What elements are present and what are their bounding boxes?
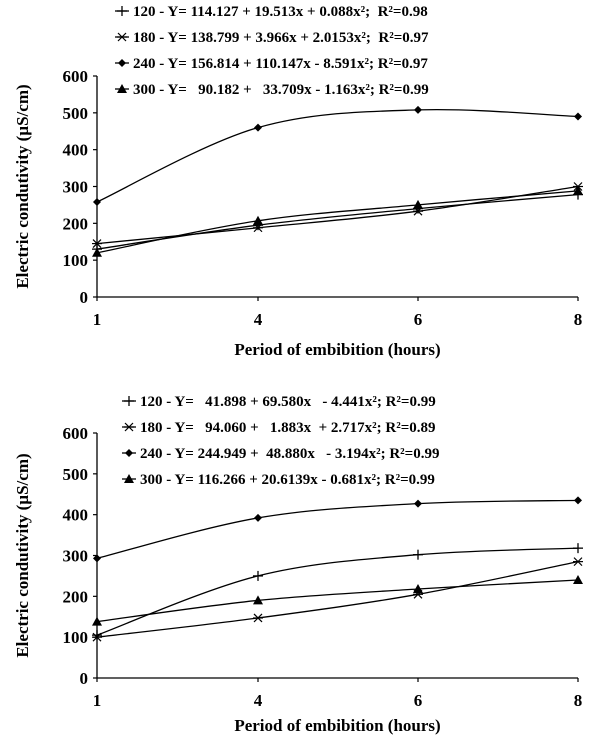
data-point-300 — [92, 247, 102, 257]
legend-marker-300 — [117, 84, 127, 93]
data-point-300 — [92, 616, 102, 626]
chart-panel-1: 0 100 200 300 400 500 600 1 4 6 8 Period of embibit… — [13, 4, 583, 359]
legend-label-240: 240 - Y= 156.814 + 110.147x - 8.591x²; R… — [133, 56, 428, 72]
data-point-240 — [414, 499, 422, 508]
y-tick-label: 500 — [63, 104, 89, 123]
data-point-180-d2 — [92, 239, 102, 249]
data-point-300 — [573, 185, 583, 195]
y-tick-label: 200 — [63, 587, 89, 606]
x-tick-label: 4 — [254, 310, 263, 329]
x-axis-label: Period of embibition (hours) — [234, 340, 440, 359]
y-tick-label: 500 — [63, 465, 89, 484]
data-point-240 — [574, 112, 582, 121]
data-point-300 — [573, 575, 583, 584]
x-tick-label: 1 — [93, 310, 102, 329]
x-axis-label: Period of embibition (hours) — [234, 716, 440, 735]
data-point-300 — [413, 199, 423, 209]
series-line-240 — [96, 108, 579, 203]
x-tick-label: 8 — [574, 310, 583, 329]
y-tick-label: 300 — [63, 547, 89, 566]
x-tick-label: 1 — [93, 691, 102, 710]
data-point-300 — [253, 215, 263, 225]
data-point-240 — [254, 513, 262, 522]
y-tick-label: 600 — [63, 67, 89, 86]
data-point-240 — [414, 105, 422, 114]
legend-label-240: 240 - Y= 244.949 + 48.880x - 3.194x²; R²… — [140, 446, 439, 462]
legend-label-300: 300 - Y= 90.182 + 33.709x - 1.163x²; R²=… — [133, 82, 429, 98]
legend-label-300: 300 - Y= 116.266 + 20.6139x - 0.681x²; R… — [140, 472, 435, 488]
series-line-180 — [96, 560, 579, 638]
x-tick-label: 6 — [414, 691, 423, 710]
legend-label-180: 180 - Y= 138.799 + 3.966x + 2.0153x²; R²… — [133, 30, 429, 46]
legend-marker-240 — [118, 59, 126, 67]
series-line-240 — [96, 499, 579, 559]
series-line-300 — [96, 579, 579, 623]
x-tick-label: 8 — [574, 691, 583, 710]
y-tick-label: 0 — [80, 288, 89, 307]
data-point-180-d2 — [253, 223, 263, 233]
data-point-240 — [254, 123, 262, 132]
series-line-120 — [96, 193, 579, 250]
data-point-180-d2 — [573, 557, 583, 567]
series-line-300 — [96, 190, 579, 254]
data-point-180-d2 — [253, 613, 263, 623]
y-axis-label: Electric condutivity (µS/cm) — [13, 84, 32, 288]
series-line-120 — [96, 547, 579, 636]
x-tick-label: 4 — [254, 691, 263, 710]
legend-marker-300 — [124, 474, 134, 483]
data-point-300 — [413, 583, 423, 593]
data-point-240 — [574, 496, 582, 505]
y-tick-label: 200 — [63, 214, 89, 233]
y-axis-label: Electric condutivity (µS/cm) — [13, 453, 32, 657]
data-point-300 — [253, 595, 263, 605]
data-point-180-d2 — [92, 632, 102, 642]
x-tick-label: 6 — [414, 310, 423, 329]
legend-label-120: 120 - Y= 114.127 + 19.513x + 0.088x²; R²… — [133, 4, 428, 20]
y-tick-label: 400 — [63, 141, 89, 160]
y-tick-label: 400 — [63, 506, 89, 525]
y-tick-label: 0 — [80, 669, 89, 688]
chart-panel-2: 0 100 200 300 400 500 600 1 4 6 8 Period of embibit… — [13, 394, 583, 735]
legend-marker-180-d2 — [124, 422, 134, 432]
legend-marker-240 — [125, 449, 133, 457]
legend-label-180: 180 - Y= 94.060 + 1.883x + 2.717x²; R²=0… — [140, 420, 436, 436]
y-tick-label: 100 — [63, 251, 89, 270]
legend-label-120: 120 - Y= 41.898 + 69.580x - 4.441x²; R²=… — [140, 394, 436, 410]
y-tick-label: 600 — [63, 424, 89, 443]
data-point-240 — [93, 554, 101, 563]
legend-marker-180-d2 — [117, 32, 127, 42]
y-tick-label: 300 — [63, 178, 89, 197]
series-line-180 — [96, 185, 579, 245]
data-point-240 — [93, 197, 101, 206]
y-tick-label: 100 — [63, 628, 89, 647]
